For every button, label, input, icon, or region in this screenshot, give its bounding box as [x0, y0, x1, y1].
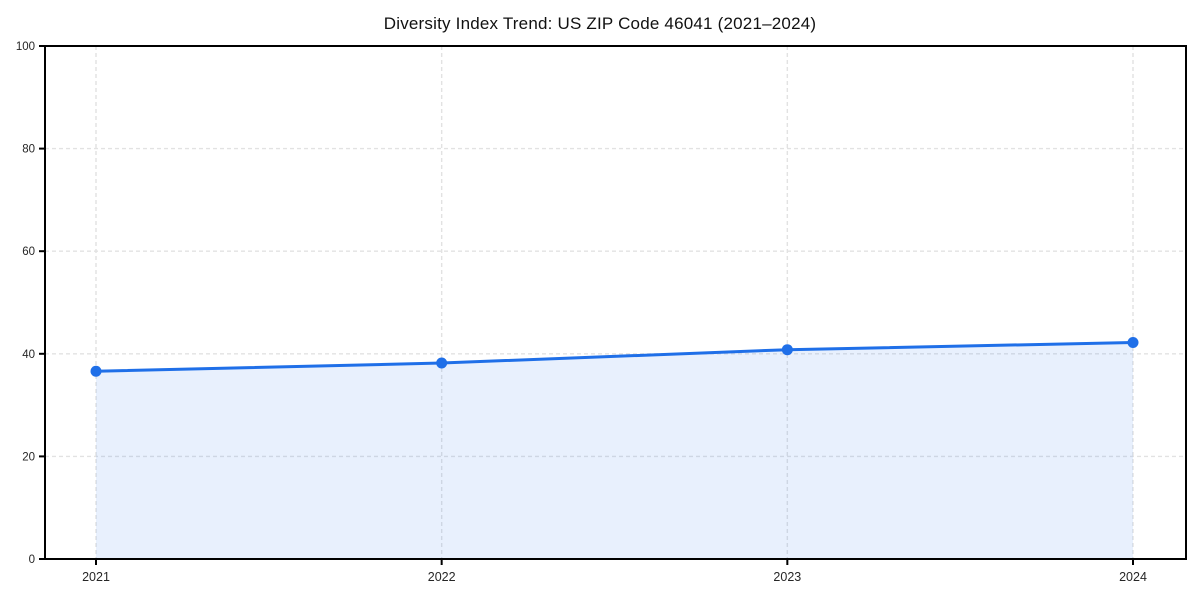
y-tick-label-0: 0 — [29, 554, 35, 566]
y-tick-label-80: 80 — [22, 144, 35, 156]
x-tick-label-2021: 2021 — [82, 570, 110, 584]
y-tick-label-100: 100 — [16, 41, 35, 53]
area-fill — [96, 342, 1133, 559]
trend-line — [94, 341, 1135, 373]
x-tick-label-2022: 2022 — [428, 570, 456, 584]
chart-title: Diversity Index Trend: US ZIP Code 46041… — [383, 14, 817, 33]
data-point-2023 — [781, 344, 793, 356]
x-tick-label-2024: 2024 — [1119, 570, 1147, 584]
y-tick-label-60: 60 — [22, 246, 35, 258]
plot-border — [44, 45, 1187, 560]
data-point-2022 — [436, 357, 448, 369]
x-tick-label-2023: 2023 — [773, 570, 801, 584]
y-tick-label-40: 40 — [22, 349, 35, 361]
data-point-2024 — [1127, 337, 1139, 349]
data-point-2021 — [90, 365, 102, 377]
y-tick-label-20: 20 — [22, 451, 35, 463]
